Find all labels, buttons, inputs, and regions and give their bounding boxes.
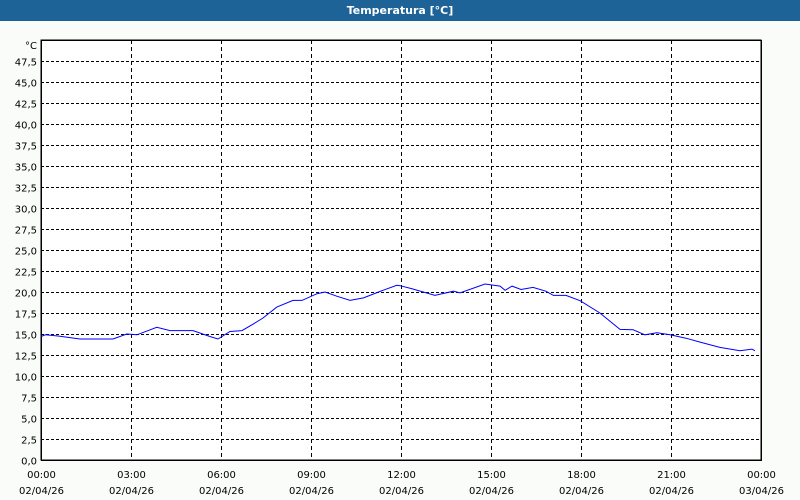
y-tick-label: 15,0 — [15, 331, 37, 342]
x-tick-time: 12:00 — [387, 470, 416, 481]
x-tick-date: 02/04/26 — [19, 486, 64, 497]
x-tick-time: 09:00 — [297, 470, 326, 481]
y-tick-label: 37,5 — [15, 142, 37, 153]
y-tick-label: 27,5 — [15, 226, 37, 237]
x-tick-time: 06:00 — [207, 470, 236, 481]
y-tick-label: 7,5 — [21, 394, 37, 405]
y-tick-label: 5,0 — [21, 415, 37, 426]
y-tick-label: 22,5 — [15, 268, 37, 279]
x-tick-date: 03/04/26 — [739, 486, 784, 497]
y-tick-label: 2,5 — [21, 436, 37, 447]
y-axis-unit: °C — [25, 41, 37, 52]
y-tick-label: 45,0 — [15, 79, 37, 90]
y-tick-label: 10,0 — [15, 373, 37, 384]
x-tick-date: 02/04/26 — [649, 486, 694, 497]
y-tick-label: 0,0 — [21, 457, 37, 468]
x-tick-date: 02/04/26 — [559, 486, 604, 497]
y-tick-label: 25,0 — [15, 247, 37, 258]
y-tick-label: 12,5 — [15, 352, 37, 363]
y-tick-label: 32,5 — [15, 184, 37, 195]
x-tick-time: 15:00 — [477, 470, 506, 481]
x-tick-time: 21:00 — [657, 470, 686, 481]
x-tick-time: 03:00 — [117, 470, 146, 481]
x-tick-date: 02/04/26 — [199, 486, 244, 497]
x-tick-time: 18:00 — [567, 470, 596, 481]
temperature-line — [40, 283, 756, 352]
y-tick-label: 20,0 — [15, 289, 37, 300]
plot-border — [41, 40, 762, 461]
x-tick-time: 00:00 — [27, 470, 56, 481]
y-tick-label: 30,0 — [15, 205, 37, 216]
y-tick-label: 35,0 — [15, 163, 37, 174]
y-tick-label: 47,5 — [15, 58, 37, 69]
y-tick-label: 40,0 — [15, 121, 37, 132]
y-tick-label: 42,5 — [15, 100, 37, 111]
x-tick-date: 02/04/26 — [379, 486, 424, 497]
x-tick-date: 02/04/26 — [289, 486, 334, 497]
x-tick-date: 02/04/26 — [469, 486, 514, 497]
chart-title: Temperatura [°C] — [0, 0, 800, 21]
x-tick-time: 00:00 — [747, 470, 776, 481]
x-tick-date: 02/04/26 — [109, 486, 154, 497]
y-tick-label: 17,5 — [15, 310, 37, 321]
